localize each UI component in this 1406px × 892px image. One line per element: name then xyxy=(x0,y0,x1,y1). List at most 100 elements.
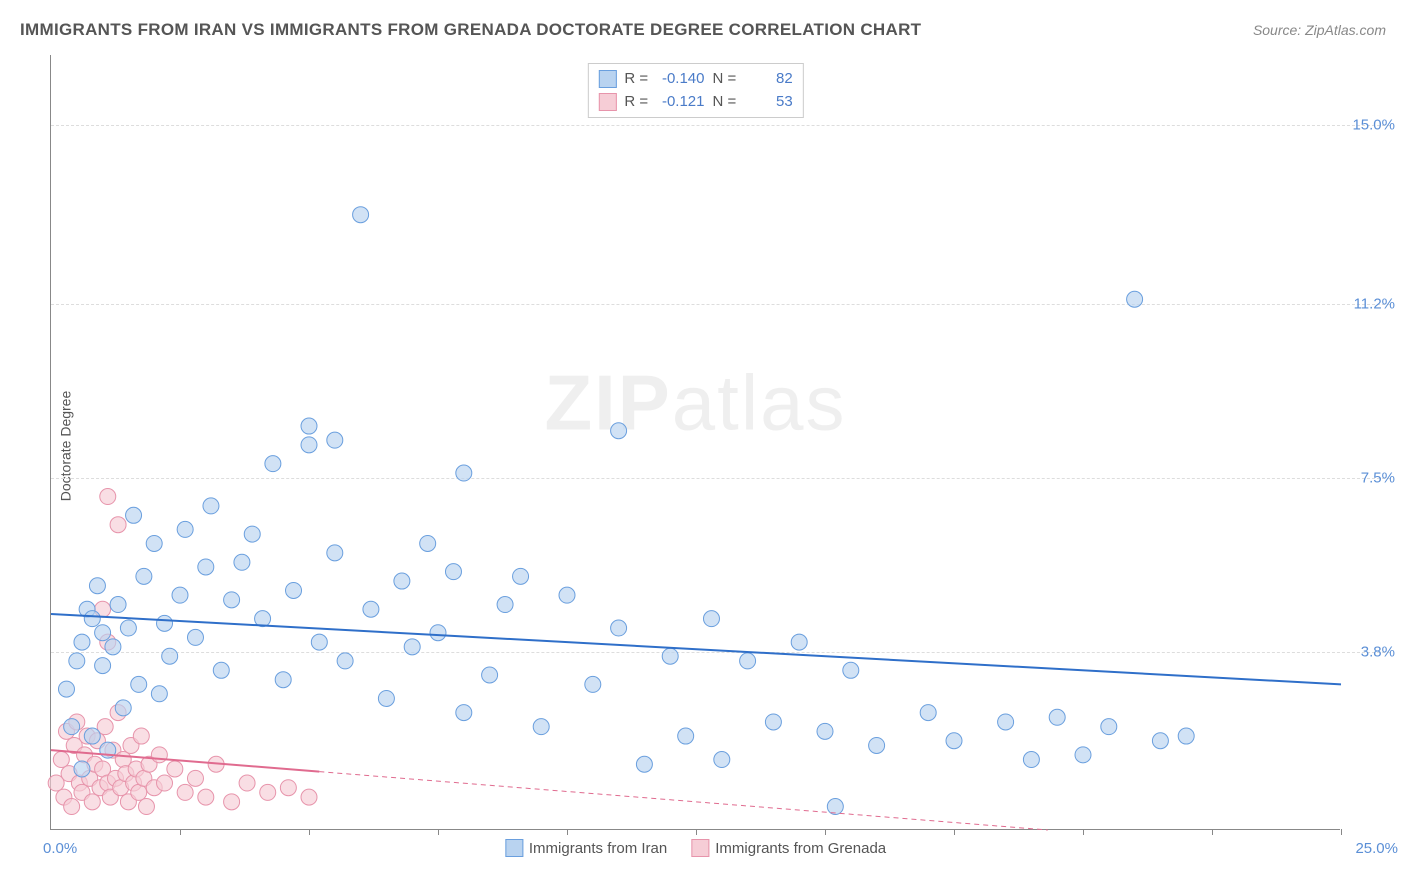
data-point xyxy=(198,789,214,805)
r-label: R = xyxy=(624,91,650,114)
data-point xyxy=(187,629,203,645)
data-point xyxy=(353,207,369,223)
data-point xyxy=(105,639,121,655)
n-label: N = xyxy=(713,91,739,114)
data-point xyxy=(74,634,90,650)
data-point xyxy=(430,625,446,641)
data-point xyxy=(172,587,188,603)
data-point xyxy=(611,423,627,439)
data-point xyxy=(100,489,116,505)
data-point xyxy=(611,620,627,636)
legend-bottom: Immigrants from Iran Immigrants from Gre… xyxy=(505,839,886,857)
data-point xyxy=(378,690,394,706)
xtick xyxy=(696,829,697,835)
data-point xyxy=(678,728,694,744)
data-point xyxy=(110,597,126,613)
data-point xyxy=(394,573,410,589)
data-point xyxy=(817,723,833,739)
data-point xyxy=(126,507,142,523)
xtick xyxy=(309,829,310,835)
data-point xyxy=(827,799,843,815)
ytick-label: 7.5% xyxy=(1361,469,1395,486)
data-point xyxy=(162,648,178,664)
data-point xyxy=(157,775,173,791)
data-point xyxy=(1023,752,1039,768)
data-point xyxy=(301,418,317,434)
data-point xyxy=(286,582,302,598)
xtick xyxy=(180,829,181,835)
data-point xyxy=(703,611,719,627)
xtick xyxy=(438,829,439,835)
n-value-iran: 82 xyxy=(743,68,793,91)
data-point xyxy=(301,437,317,453)
xtick xyxy=(1083,829,1084,835)
data-point xyxy=(327,432,343,448)
data-point xyxy=(482,667,498,683)
chart-area: ZIPatlas 3.8%7.5%11.2%15.0% 0.0% 25.0% R… xyxy=(50,55,1340,830)
swatch-grenada xyxy=(691,839,709,857)
data-point xyxy=(404,639,420,655)
data-point xyxy=(920,705,936,721)
data-point xyxy=(1075,747,1091,763)
data-point xyxy=(203,498,219,514)
data-point xyxy=(513,568,529,584)
r-value-grenada: -0.121 xyxy=(655,91,705,114)
data-point xyxy=(224,592,240,608)
xtick xyxy=(567,829,568,835)
data-point xyxy=(224,794,240,810)
data-point xyxy=(327,545,343,561)
data-point xyxy=(636,756,652,772)
xtick xyxy=(954,829,955,835)
data-point xyxy=(869,737,885,753)
data-point xyxy=(131,784,147,800)
data-point xyxy=(1178,728,1194,744)
data-point xyxy=(765,714,781,730)
data-point xyxy=(84,794,100,810)
data-point xyxy=(146,535,162,551)
data-point xyxy=(275,672,291,688)
data-point xyxy=(445,564,461,580)
data-point xyxy=(95,658,111,674)
data-point xyxy=(131,676,147,692)
data-point xyxy=(115,700,131,716)
data-point xyxy=(133,728,149,744)
data-point xyxy=(89,578,105,594)
title-bar: IMMIGRANTS FROM IRAN VS IMMIGRANTS FROM … xyxy=(20,20,1386,40)
legend-item-iran: Immigrants from Iran xyxy=(505,839,667,857)
data-point xyxy=(136,568,152,584)
xtick xyxy=(1341,829,1342,835)
trend-line xyxy=(51,614,1341,684)
data-point xyxy=(1127,291,1143,307)
source-label: Source: xyxy=(1253,22,1301,38)
data-point xyxy=(260,784,276,800)
data-point xyxy=(74,761,90,777)
ytick-label: 11.2% xyxy=(1354,295,1395,312)
trend-line-dashed xyxy=(319,772,1047,830)
data-point xyxy=(157,615,173,631)
data-point xyxy=(662,648,678,664)
data-point xyxy=(64,719,80,735)
data-point xyxy=(265,456,281,472)
data-point xyxy=(363,601,379,617)
data-point xyxy=(167,761,183,777)
data-point xyxy=(84,728,100,744)
legend-label-grenada: Immigrants from Grenada xyxy=(715,840,886,857)
n-value-grenada: 53 xyxy=(743,91,793,114)
data-point xyxy=(585,676,601,692)
data-point xyxy=(58,681,74,697)
xtick xyxy=(1212,829,1213,835)
data-point xyxy=(456,705,472,721)
data-point xyxy=(95,625,111,641)
chart-title: IMMIGRANTS FROM IRAN VS IMMIGRANTS FROM … xyxy=(20,20,921,40)
data-point xyxy=(280,780,296,796)
swatch-grenada xyxy=(598,93,616,111)
source-value: ZipAtlas.com xyxy=(1305,22,1386,38)
legend-stats: R = -0.140 N = 82 R = -0.121 N = 53 xyxy=(587,63,803,118)
scatter-plot xyxy=(51,55,1340,829)
data-point xyxy=(64,799,80,815)
legend-stats-row: R = -0.121 N = 53 xyxy=(598,91,792,114)
data-point xyxy=(1101,719,1117,735)
data-point xyxy=(456,465,472,481)
xtick xyxy=(825,829,826,835)
source: Source: ZipAtlas.com xyxy=(1253,22,1386,38)
